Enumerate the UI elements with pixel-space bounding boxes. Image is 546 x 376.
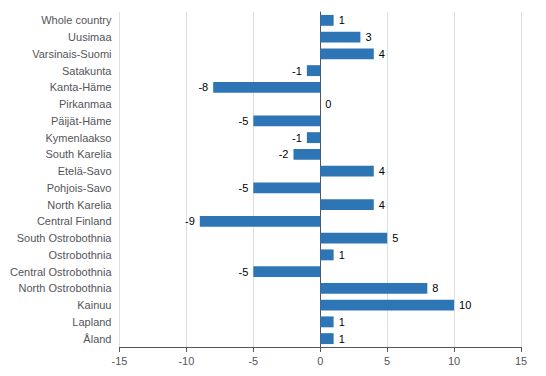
svg-text:-1: -1 bbox=[292, 65, 302, 77]
svg-text:-15: -15 bbox=[112, 355, 128, 367]
svg-text:Central Ostrobothnia: Central Ostrobothnia bbox=[10, 266, 112, 278]
svg-text:-5: -5 bbox=[239, 266, 249, 278]
svg-text:Ostrobothnia: Ostrobothnia bbox=[49, 249, 113, 261]
svg-text:5: 5 bbox=[384, 355, 390, 367]
svg-text:15: 15 bbox=[515, 355, 527, 367]
svg-text:1: 1 bbox=[339, 14, 345, 26]
svg-text:1: 1 bbox=[339, 316, 345, 328]
svg-text:10: 10 bbox=[448, 355, 460, 367]
svg-text:-10: -10 bbox=[178, 355, 194, 367]
svg-text:-5: -5 bbox=[248, 355, 258, 367]
svg-text:8: 8 bbox=[432, 282, 438, 294]
svg-text:Central Finland: Central Finland bbox=[37, 215, 112, 227]
svg-text:-1: -1 bbox=[292, 132, 302, 144]
svg-text:Uusimaa: Uusimaa bbox=[68, 31, 112, 43]
svg-text:4: 4 bbox=[379, 199, 385, 211]
svg-text:-5: -5 bbox=[239, 182, 249, 194]
svg-text:Varsinais-Suomi: Varsinais-Suomi bbox=[32, 48, 111, 60]
svg-text:Etelä-Savo: Etelä-Savo bbox=[58, 165, 112, 177]
svg-text:South Ostrobothnia: South Ostrobothnia bbox=[17, 232, 113, 244]
svg-text:1: 1 bbox=[339, 249, 345, 261]
svg-text:10: 10 bbox=[459, 299, 471, 311]
svg-text:Whole country: Whole country bbox=[41, 14, 112, 26]
svg-text:-9: -9 bbox=[185, 215, 195, 227]
svg-text:Kainuu: Kainuu bbox=[77, 299, 111, 311]
svg-text:3: 3 bbox=[365, 31, 371, 43]
svg-text:4: 4 bbox=[379, 48, 385, 60]
svg-text:Pirkanmaa: Pirkanmaa bbox=[59, 98, 112, 110]
svg-text:-2: -2 bbox=[279, 148, 289, 160]
svg-text:1: 1 bbox=[339, 333, 345, 345]
svg-text:Kanta-Häme: Kanta-Häme bbox=[50, 81, 112, 93]
svg-text:North Karelia: North Karelia bbox=[47, 199, 112, 211]
svg-text:-5: -5 bbox=[239, 115, 249, 127]
svg-text:Satakunta: Satakunta bbox=[62, 65, 112, 77]
svg-text:Kymenlaakso: Kymenlaakso bbox=[45, 132, 111, 144]
svg-text:Päijät-Häme: Päijät-Häme bbox=[51, 115, 112, 127]
svg-text:4: 4 bbox=[379, 165, 385, 177]
svg-text:5: 5 bbox=[392, 232, 398, 244]
svg-text:-8: -8 bbox=[198, 81, 208, 93]
svg-text:Pohjois-Savo: Pohjois-Savo bbox=[47, 182, 112, 194]
svg-text:South Karelia: South Karelia bbox=[45, 148, 112, 160]
svg-text:North Ostrobothnia: North Ostrobothnia bbox=[19, 282, 113, 294]
svg-text:0: 0 bbox=[317, 355, 323, 367]
svg-text:Åland: Åland bbox=[83, 333, 111, 345]
svg-text:Lapland: Lapland bbox=[72, 316, 111, 328]
svg-text:0: 0 bbox=[325, 98, 331, 110]
